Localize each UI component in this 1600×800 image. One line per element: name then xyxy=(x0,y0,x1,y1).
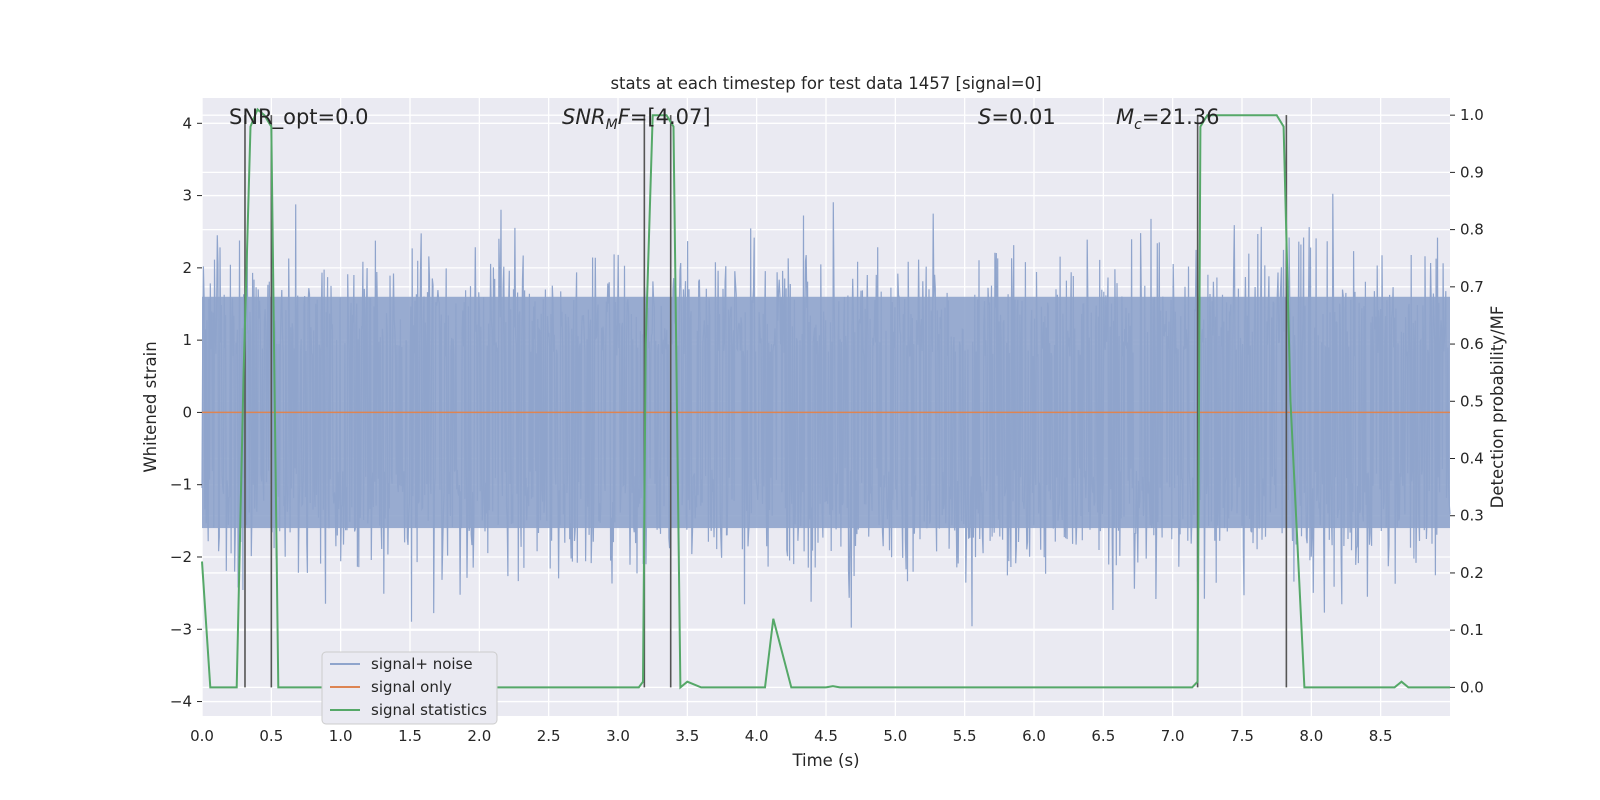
x-tick-label: 7.0 xyxy=(1161,727,1185,745)
vertical-markers xyxy=(244,115,1288,688)
x-tick-label: 3.0 xyxy=(606,727,630,745)
x-tick-label: 1.0 xyxy=(329,727,353,745)
signal-statistics-line xyxy=(201,107,1450,690)
y-right-axis-label: Detection probability/MF xyxy=(1488,306,1507,509)
y-tick-label: −1 xyxy=(170,476,192,494)
x-tick-label: 8.5 xyxy=(1369,727,1393,745)
x-tick-label: 2.0 xyxy=(467,727,491,745)
noise-trace xyxy=(201,193,1451,628)
legend-label-signal-noise: signal+ noise xyxy=(371,655,473,673)
y-tick-label: −3 xyxy=(170,620,192,638)
y-right-tick-label: 0.0 xyxy=(1460,678,1484,696)
series-signal-statistics xyxy=(201,107,1450,690)
x-tick-label: 8.0 xyxy=(1299,727,1323,745)
annotation-snr-opt: SNR_opt=0.0 xyxy=(229,105,369,130)
y-right-tick-label: 0.6 xyxy=(1460,335,1484,353)
y-tick-label: 1 xyxy=(182,331,192,349)
y-axis-label: Whitened strain xyxy=(141,341,160,472)
y-tick-label: 0 xyxy=(182,403,192,421)
x-tick-label: 0.0 xyxy=(190,727,214,745)
x-tick-label: 6.5 xyxy=(1091,727,1115,745)
x-tick-label: 4.5 xyxy=(814,727,838,745)
legend-label-signal-statistics: signal statistics xyxy=(371,701,487,719)
y-right-tick-labels: 0.0 0.1 0.2 0.3 0.4 0.5 0.6 0.7 0.8 0.9 1.0 xyxy=(1450,106,1484,696)
y-right-tick-label: 0.3 xyxy=(1460,507,1484,525)
x-tick-labels: 0.0 0.5 1.0 1.5 2.0 2.5 3.0 3.5 4.0 4.5 5.0 5.5 6.0 6… xyxy=(190,727,1393,745)
y-tick-label: 3 xyxy=(182,187,192,205)
x-tick-label: 0.5 xyxy=(259,727,283,745)
y-right-tick-label: 0.1 xyxy=(1460,621,1484,639)
y-right-tick-label: 0.5 xyxy=(1460,392,1484,410)
y-right-tick-label: 0.4 xyxy=(1460,450,1484,468)
x-tick-label: 2.5 xyxy=(537,727,561,745)
x-tick-label: 7.5 xyxy=(1230,727,1254,745)
y-right-tick-label: 0.9 xyxy=(1460,163,1484,181)
y-right-tick-label: 0.7 xyxy=(1460,278,1484,296)
x-axis-label: Time (s) xyxy=(791,751,859,770)
y-tick-label: −2 xyxy=(170,548,192,566)
x-tick-label: 4.0 xyxy=(745,727,769,745)
x-tick-label: 5.0 xyxy=(883,727,907,745)
y-tick-label: 4 xyxy=(182,114,192,132)
y-tick-label: 2 xyxy=(182,259,192,277)
legend-box xyxy=(321,651,498,725)
x-tick-label: 5.5 xyxy=(953,727,977,745)
legend-label-signal-only: signal only xyxy=(371,678,452,696)
annotation-s-value: S=0.01 xyxy=(978,105,1056,129)
x-tick-label: 6.0 xyxy=(1022,727,1046,745)
x-tick-label: 3.5 xyxy=(675,727,699,745)
y-right-tick-label: 0.8 xyxy=(1460,221,1484,239)
y-tick-labels: −4 −3 −2 −1 0 1 2 3 4 xyxy=(170,114,202,711)
annotation-snr-mf: SNRMF=[4.07] xyxy=(562,105,711,133)
x-tick-label: 1.5 xyxy=(398,727,422,745)
y-right-tick-label: 0.2 xyxy=(1460,564,1484,582)
y-right-tick-label: 1.0 xyxy=(1460,106,1484,124)
annotation-mc-value: Mc=21.36 xyxy=(1116,105,1220,133)
legend: signal+ noise signal only signal statist… xyxy=(321,651,498,725)
chart-title: stats at each timestep for test data 145… xyxy=(610,74,1041,93)
y-tick-label: −4 xyxy=(170,693,192,711)
